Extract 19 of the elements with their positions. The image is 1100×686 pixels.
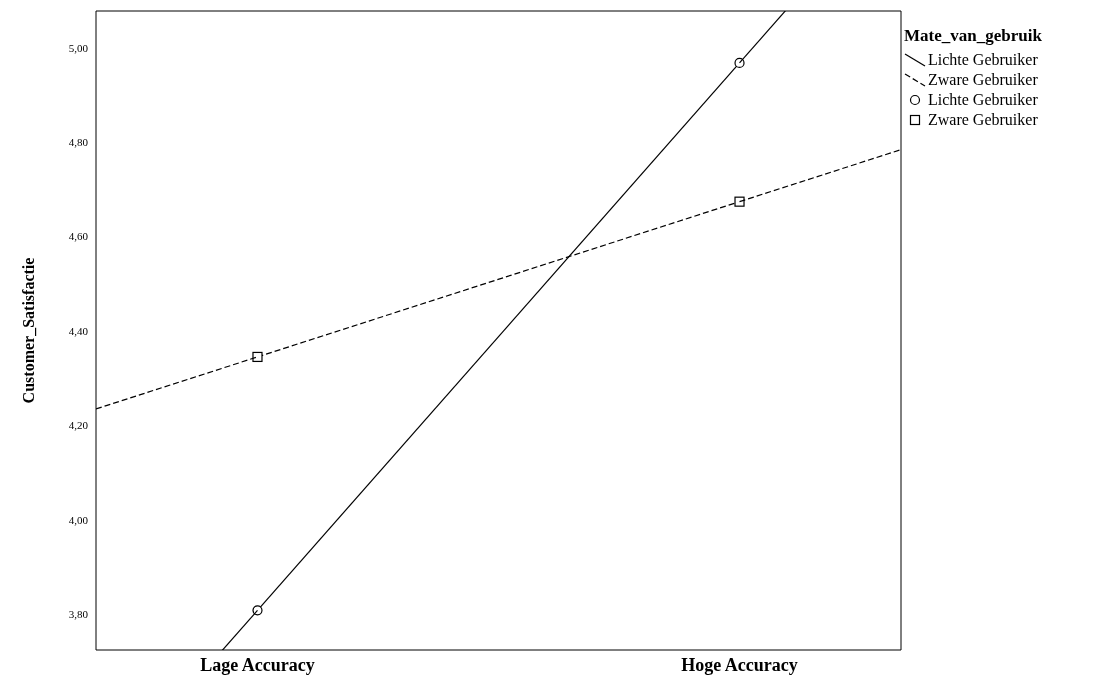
- legend-label: Zware Gebruiker: [928, 71, 1038, 89]
- point: [734, 196, 745, 207]
- y-tick-label: 4,60: [68, 230, 89, 243]
- legend-label: Lichte Gebruiker: [928, 91, 1038, 109]
- y-axis-title: Customer_Satisfactie: [19, 257, 37, 404]
- point: [252, 605, 263, 616]
- y-tick-label: 3,80: [68, 608, 89, 621]
- point: [252, 351, 263, 363]
- y-tick-label: 5,00: [68, 41, 89, 54]
- y-tick-label: 4,20: [68, 419, 89, 432]
- legend-label: Lichte Gebruiker: [928, 51, 1038, 69]
- y-tick-label: 4,80: [68, 136, 89, 149]
- y-tick-label: 4,40: [68, 324, 89, 337]
- x-tick-label: Hoge Accuracy: [681, 654, 798, 675]
- legend-title: Mate_van_gebruik: [904, 26, 1042, 46]
- point: [734, 57, 745, 69]
- x-tick-label: Lage Accuracy: [200, 654, 315, 675]
- legend-label: Zware Gebruiker: [928, 111, 1038, 129]
- y-tick-label: 4,00: [68, 513, 89, 526]
